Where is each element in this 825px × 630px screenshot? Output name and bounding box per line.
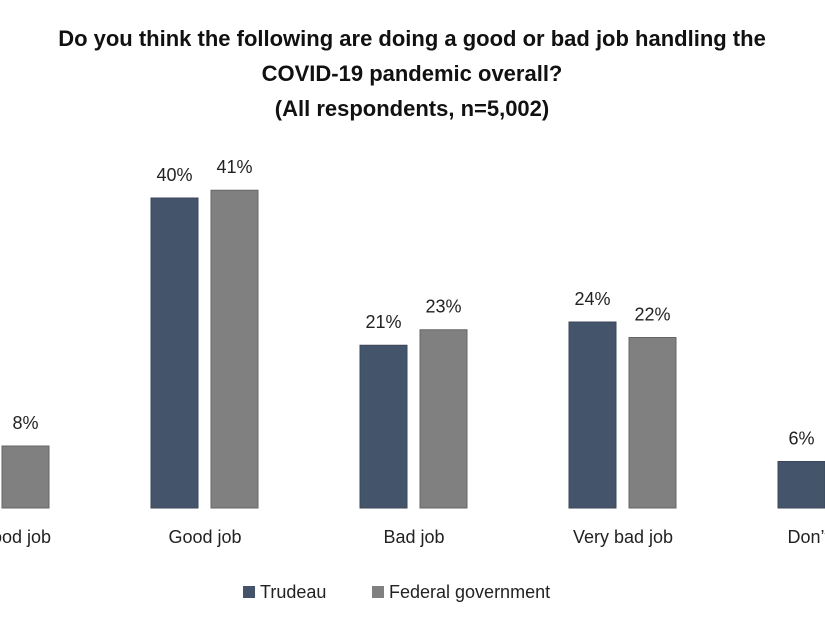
value-label: 8% <box>12 413 38 433</box>
bar <box>628 337 677 509</box>
x-tick-label: Bad job <box>383 527 444 547</box>
bar <box>777 461 825 509</box>
bar <box>150 197 199 509</box>
value-label: 6% <box>788 428 814 448</box>
x-tick-label: Good job <box>168 527 241 547</box>
value-label: 41% <box>216 157 252 177</box>
chart-title: Do you think the following are doing a g… <box>58 26 766 51</box>
chart-title: COVID-19 pandemic overall? <box>262 61 563 86</box>
value-label: 22% <box>634 304 670 324</box>
x-tick-label: Very bad job <box>573 527 673 547</box>
legend-swatch <box>243 586 255 598</box>
value-label: 21% <box>365 312 401 332</box>
legend-label: Federal government <box>389 582 550 602</box>
bar <box>359 344 408 509</box>
legend-label: Trudeau <box>260 582 326 602</box>
bar <box>210 189 259 509</box>
bar <box>568 321 617 509</box>
value-label: 23% <box>425 297 461 317</box>
x-tick-label: Very good job <box>0 527 51 547</box>
value-label: 24% <box>574 289 610 309</box>
value-label: 40% <box>156 165 192 185</box>
x-tick-label: Don’t know <box>787 527 825 547</box>
bar <box>1 445 50 509</box>
chart-title: (All respondents, n=5,002) <box>275 96 549 121</box>
bar <box>419 329 468 509</box>
legend-swatch <box>372 586 384 598</box>
